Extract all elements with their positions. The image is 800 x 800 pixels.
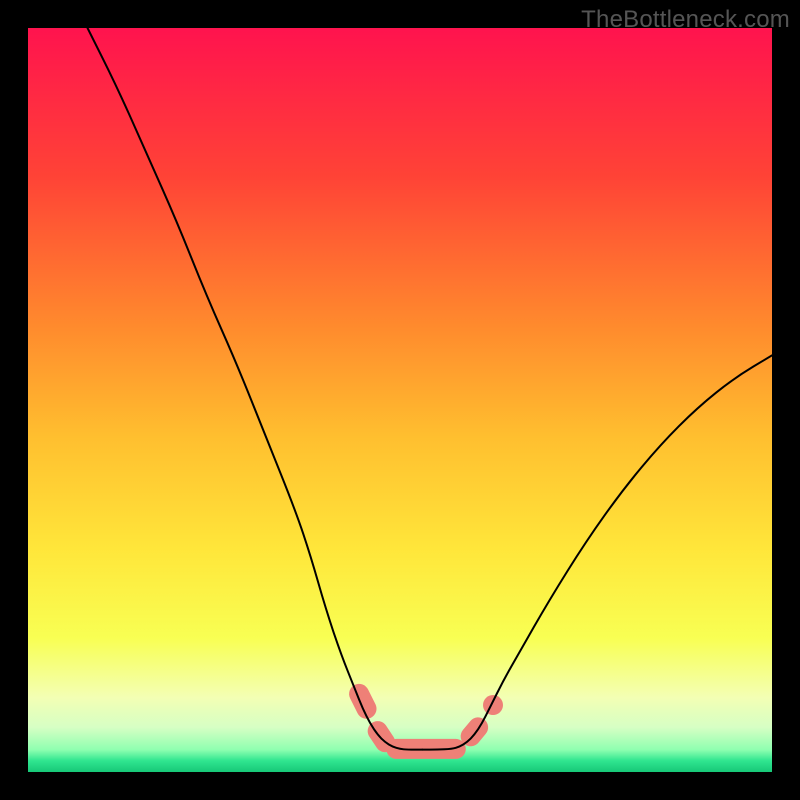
bottleneck-chart (0, 0, 800, 800)
